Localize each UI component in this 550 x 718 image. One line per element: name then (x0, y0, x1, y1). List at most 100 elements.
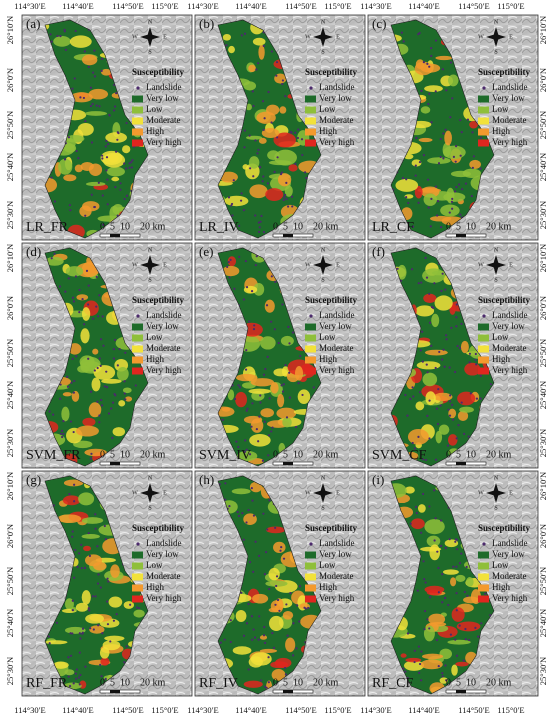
landslide-point (80, 543, 83, 546)
landslide-point (455, 592, 458, 595)
bottom-axis-label: 114°30′E (360, 705, 391, 715)
landslide-point (95, 305, 98, 308)
landslide-point (469, 392, 472, 395)
landslide-point (259, 394, 262, 397)
left-axis-label: 25°40′N (5, 381, 15, 409)
zone (259, 635, 268, 640)
compass-e: E (509, 34, 513, 40)
legend-label: Moderate (146, 115, 180, 125)
landslide-point (434, 185, 438, 188)
landslide-point (454, 540, 457, 543)
landslide-point (442, 157, 445, 160)
zone (429, 622, 447, 627)
landslide-point (263, 625, 266, 629)
zone (75, 425, 99, 437)
landslide-point (226, 265, 229, 268)
landslide-point (87, 357, 90, 360)
legend-label: Very low (492, 93, 525, 103)
scale-label: 10 (466, 221, 476, 232)
landslide-point (248, 320, 251, 323)
legend-label: High (319, 354, 338, 364)
landslide-point (243, 450, 247, 453)
zone (459, 406, 474, 413)
zone (252, 593, 269, 604)
legend-label: Low (492, 560, 509, 570)
zone (116, 367, 129, 381)
landslide-point (455, 325, 458, 328)
landslide-point (258, 615, 261, 618)
landslide-point (440, 519, 443, 522)
compass-s: S (321, 505, 324, 511)
landslide-point (262, 175, 265, 178)
zone (455, 661, 469, 667)
compass-s: S (148, 505, 151, 511)
landslide-point (441, 272, 444, 275)
landslide-point (221, 418, 224, 422)
landslide-point (92, 317, 95, 320)
landslide-point (299, 354, 302, 358)
landslide-point (267, 454, 270, 457)
landslide-point (434, 366, 437, 370)
landslide-point (411, 386, 414, 389)
legend-swatch (132, 334, 143, 342)
landslide-point (415, 136, 418, 140)
landslide-point (82, 96, 86, 100)
landslide-point (77, 676, 81, 679)
legend-swatch (309, 86, 313, 90)
landslide-point (276, 156, 279, 159)
compass (140, 483, 160, 503)
landslide-point (84, 665, 87, 668)
landslide-point (64, 290, 67, 293)
landslide-point (115, 92, 118, 95)
landslide-point (124, 351, 127, 354)
landslide-point (430, 197, 433, 200)
landslide-point (301, 153, 304, 157)
left-axis-label: 25°30′N (5, 429, 15, 457)
landslide-point (73, 576, 76, 579)
compass-s: S (494, 49, 497, 55)
landslide-point (262, 44, 265, 48)
legend-label: Landslide (319, 310, 355, 320)
landslide-point (258, 226, 261, 229)
landslide-point (463, 432, 466, 435)
landslide-point (100, 404, 104, 407)
landslide-point (58, 285, 62, 288)
zone (424, 349, 448, 356)
landslide-point (53, 252, 56, 255)
top-axis-label: 114°40′E (408, 1, 439, 11)
landslide-point (79, 96, 82, 99)
zone (403, 153, 414, 160)
landslide-point (237, 445, 240, 449)
landslide-point (457, 183, 461, 186)
landslide-point (238, 386, 242, 389)
landslide-point (219, 641, 222, 644)
landslide-point (255, 68, 258, 71)
landslide-point (464, 638, 467, 641)
landslide-point (98, 414, 101, 417)
zone (265, 580, 288, 587)
legend-label: Very high (492, 365, 528, 375)
landslide-point (407, 201, 410, 205)
landslide-point (75, 355, 78, 358)
landslide-point (263, 420, 266, 423)
bottom-axis-label: 114°50′E (285, 705, 316, 715)
landslide-point (245, 409, 248, 412)
landslide-point (426, 178, 430, 181)
landslide-point (84, 119, 87, 123)
landslide-point (75, 668, 79, 671)
landslide-point (455, 538, 458, 541)
zone (282, 611, 294, 620)
scale-label: 5 (283, 449, 288, 460)
map-panel: (i)RF_CFNSEWSusceptibilityLandslideVery … (367, 470, 539, 697)
panel-letter: (a) (26, 16, 40, 31)
compass (313, 27, 333, 47)
landslide-point (430, 47, 433, 50)
landslide-point (440, 544, 443, 548)
panel-name: LR_CF (372, 220, 414, 235)
landslide-point (252, 628, 255, 631)
landslide-point (270, 121, 273, 124)
landslide-point (267, 681, 270, 684)
landslide-point (123, 197, 126, 201)
landslide-point (105, 370, 108, 373)
landslide-point (233, 287, 236, 290)
